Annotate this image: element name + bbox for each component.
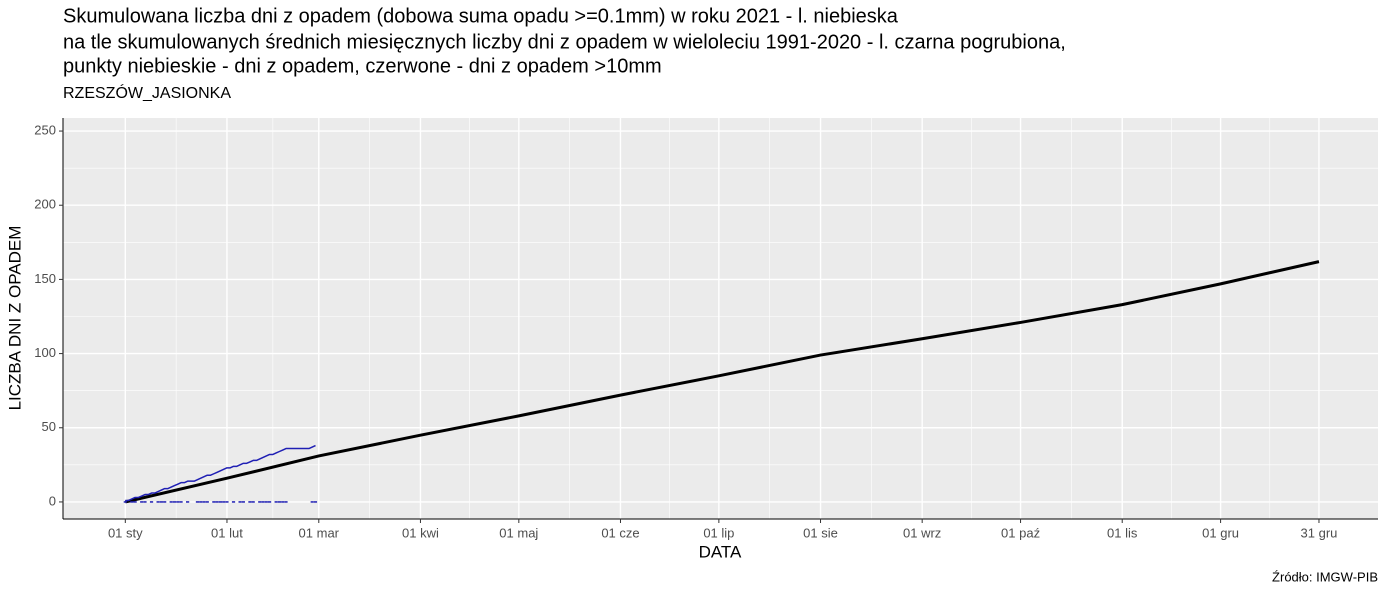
x-tick-label: 01 mar [299, 525, 340, 540]
y-tick-label: 150 [34, 271, 56, 286]
plot-panel [63, 118, 1378, 519]
x-tick-label: 31 gru [1301, 525, 1338, 540]
y-tick-label: 250 [34, 122, 56, 137]
x-tick-label: 01 gru [1202, 525, 1239, 540]
caption: Źródło: IMGW-PIB [1272, 569, 1378, 584]
x-tick-label: 01 kwi [402, 525, 439, 540]
y-axis-title: LICZBA DNI Z OPADEM [5, 226, 24, 411]
data-line [125, 444, 316, 502]
y-tick-label: 0 [49, 493, 56, 508]
y-tick-label: 50 [42, 419, 56, 434]
chart-title-line: Skumulowana liczba dni z opadem (dobowa … [63, 5, 899, 27]
x-tick-label: 01 sty [108, 525, 143, 540]
chart-title-line: na tle skumulowanych średnich miesięczny… [63, 31, 1066, 53]
x-tick-label: 01 lis [1107, 525, 1138, 540]
x-tick-label: 01 cze [601, 525, 639, 540]
x-tick-label: 01 wrz [903, 525, 941, 540]
chart-title-line: punkty niebieskie - dni z opadem, czerwo… [63, 55, 662, 77]
y-tick-label: 200 [34, 197, 56, 212]
y-tick-label: 100 [34, 345, 56, 360]
x-tick-label: 01 sie [803, 525, 838, 540]
x-tick-label: 01 lut [211, 525, 243, 540]
x-tick-label: 01 paź [1001, 525, 1040, 540]
data-line [124, 260, 1320, 504]
x-tick-label: 01 lip [703, 525, 734, 540]
chart-subtitle: RZESZÓW_JASIONKA [63, 83, 231, 102]
x-tick-label: 01 maj [499, 525, 538, 540]
x-axis-title: DATA [699, 542, 742, 561]
